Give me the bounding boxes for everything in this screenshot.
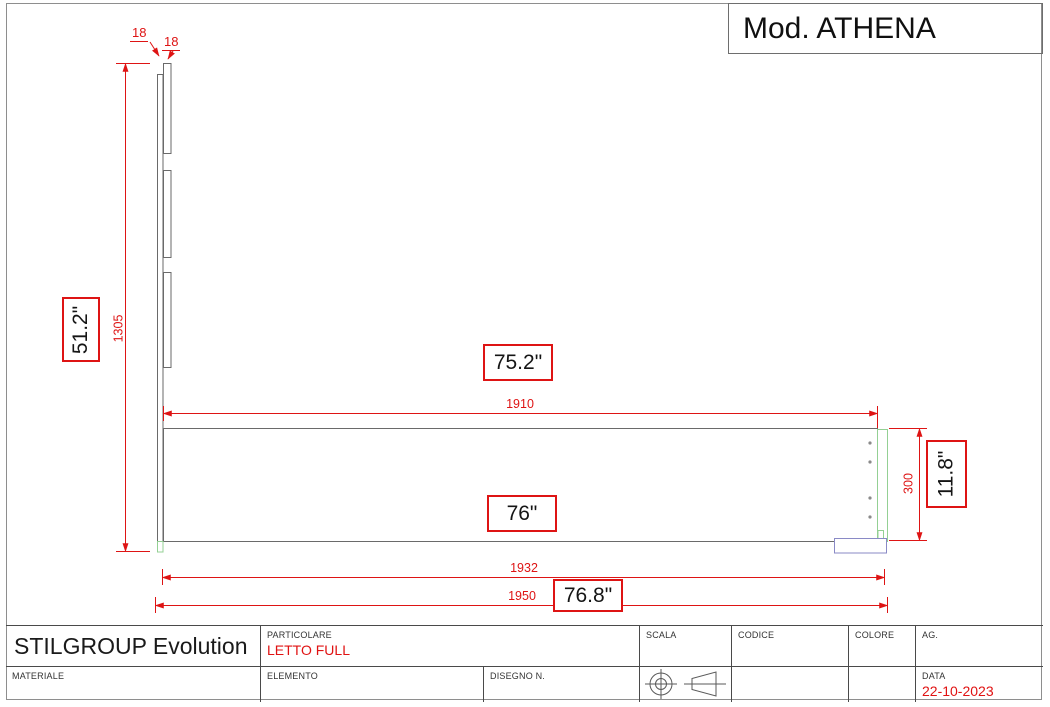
particolare-label: PARTICOLARE <box>267 630 332 640</box>
headboard-batten-middle <box>163 170 172 258</box>
codice-label: CODICE <box>738 630 775 640</box>
model-title-box: Mod. ATHENA <box>728 3 1043 54</box>
dim-box-frame-length-in: 76" <box>487 495 557 532</box>
elemento-label: ELEMENTO <box>267 671 318 681</box>
screw-hole <box>868 515 872 519</box>
footboard-panel <box>877 429 888 542</box>
headboard-batten-top <box>163 63 172 154</box>
company-cell: STILGROUP Evolution <box>6 626 261 666</box>
headboard-panel <box>157 74 164 552</box>
dim-label-frame-length-mm: 1932 <box>510 561 538 575</box>
headboard-batten-bottom <box>163 272 172 368</box>
model-title: Mod. ATHENA <box>743 11 936 45</box>
dim-label-interior-length-mm: 1910 <box>506 397 534 411</box>
screw-hole <box>868 441 872 445</box>
dim-label-headboard-height-mm: 1305 <box>111 314 126 343</box>
company-name: STILGROUP Evolution <box>14 632 248 659</box>
dim-value-interior-length-in: 75.2" <box>493 350 543 374</box>
data-label: DATA <box>922 671 946 681</box>
colore-cell: COLORE <box>849 626 916 666</box>
disegno-label: DISEGNO N. <box>490 671 546 681</box>
particolare-cell: PARTICOLARE LETTO FULL <box>261 626 640 666</box>
leader-line-18-right <box>167 50 175 60</box>
dim-box-overall-length-in: 76.8" <box>553 579 623 612</box>
dim-label-thickness-2: 18 <box>162 34 181 51</box>
scala-cell: SCALA <box>640 626 732 666</box>
title-block-table: STILGROUP Evolution PARTICOLARE LETTO FU… <box>6 625 1043 702</box>
materiale-label: MATERIALE <box>12 671 65 681</box>
colore-value-cell <box>849 666 916 702</box>
screw-hole <box>868 460 872 464</box>
codice-cell: CODICE <box>732 626 849 666</box>
projection-symbol-cell <box>640 666 732 702</box>
dim-value-frame-height-in: 11.8" <box>934 450 958 498</box>
particolare-value: LETTO FULL <box>267 642 350 658</box>
elemento-cell: ELEMENTO <box>261 666 484 702</box>
dim-box-frame-height-in: 11.8" <box>926 440 967 508</box>
headboard-base-block <box>157 541 164 553</box>
codice-value-cell <box>732 666 849 702</box>
colore-label: COLORE <box>855 630 895 640</box>
ag-label: AG. <box>922 630 939 640</box>
data-cell: DATA 22-10-2023 <box>916 666 1043 702</box>
page-border <box>6 3 1042 700</box>
leader-line-18-left <box>149 41 160 57</box>
dim-label-thickness-1: 18 <box>130 25 149 42</box>
dim-label-frame-height-mm: 300 <box>901 473 916 494</box>
dim-box-interior-length-in: 75.2" <box>483 344 553 381</box>
dim-value-overall-length-in: 76.8" <box>563 583 613 607</box>
disegno-cell: DISEGNO N. <box>484 666 640 702</box>
materiale-cell: MATERIALE <box>6 666 261 702</box>
dim-value-headboard-height-in: 51.2" <box>69 305 93 354</box>
dim-value-frame-length-in: 76" <box>506 501 538 525</box>
first-angle-projection-icon <box>645 669 726 699</box>
scala-label: SCALA <box>646 630 677 640</box>
dim-label-overall-length-mm: 1950 <box>508 589 536 603</box>
bed-foot-support <box>834 538 887 554</box>
data-value: 22-10-2023 <box>922 683 994 699</box>
screw-hole <box>868 496 872 500</box>
ag-cell: AG. <box>916 626 1043 666</box>
dim-box-headboard-height-in: 51.2" <box>62 297 100 362</box>
